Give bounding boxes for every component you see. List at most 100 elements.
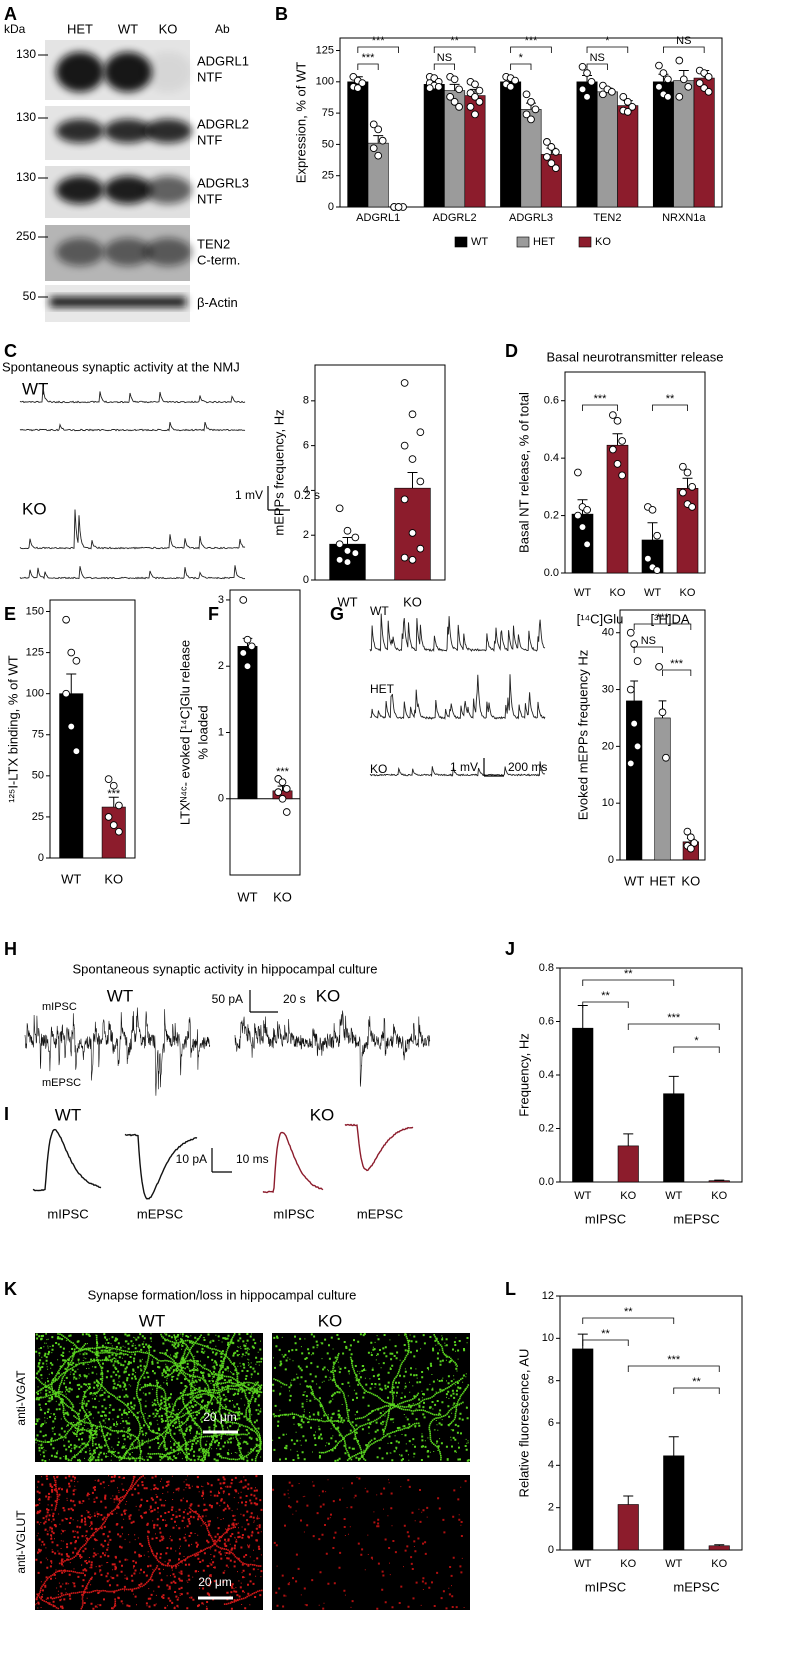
bar: [708, 1180, 730, 1183]
y-tick-label: 0.4: [539, 1069, 554, 1081]
significance-label: NS: [590, 52, 605, 64]
significance-bracket: [582, 404, 618, 411]
data-point: [574, 468, 582, 477]
panel-label: K: [4, 1279, 17, 1299]
bar: [617, 1145, 639, 1183]
trace-label: HET: [370, 682, 395, 696]
y-tick-label: 30: [602, 683, 614, 695]
y-tick-label: 10: [602, 797, 614, 809]
data-point: [239, 596, 248, 604]
data-point: [67, 722, 76, 731]
data-point: [471, 110, 479, 119]
data-point: [343, 558, 352, 566]
bar: [617, 105, 639, 208]
data-point: [609, 411, 617, 419]
significance-label: *: [694, 1035, 699, 1047]
scale-label: 1 mV: [235, 488, 263, 502]
data-point: [609, 445, 617, 454]
data-point: [653, 531, 661, 540]
lane-label: HET: [67, 21, 93, 36]
event-label: mIPSC: [273, 1206, 314, 1221]
data-point: [374, 151, 383, 160]
significance-bracket: [357, 46, 399, 53]
data-point: [408, 455, 417, 463]
group-label: mEPSC: [673, 1579, 719, 1594]
error-bar: [668, 1436, 679, 1456]
data-point: [527, 115, 535, 124]
data-point: [653, 566, 661, 574]
data-point: [466, 103, 475, 111]
error-bar: [342, 536, 353, 545]
data-point: [626, 759, 635, 768]
data-point: [583, 540, 591, 549]
data-point: [67, 648, 76, 657]
data-point: [400, 495, 409, 504]
y-tick-label: 0.0: [544, 567, 559, 579]
data-point: [704, 72, 713, 81]
panel-label: G: [330, 604, 344, 624]
x-tick-label: WT: [665, 1190, 682, 1202]
data-point: [630, 640, 639, 648]
blot-ab: Ab: [215, 22, 230, 36]
significance-bracket: [357, 63, 379, 70]
data-point: [72, 656, 81, 665]
y-tick-label: 25: [32, 811, 44, 823]
y-axis-label: Expression, % of WT: [293, 62, 308, 183]
panel-label: H: [4, 939, 17, 959]
data-point: [455, 85, 463, 94]
y-axis-label: Evoked mEPPs frequency Hz: [575, 650, 590, 821]
y-tick-label: 4: [548, 1459, 554, 1471]
blot-band: [104, 238, 152, 266]
data-point: [684, 82, 693, 91]
significance-bracket: [627, 1365, 720, 1372]
x-tick-label: WT: [644, 587, 661, 599]
y-axis-label: LTXᴺ⁴ᶜ- evoked [¹⁴C]Glu release: [177, 640, 192, 825]
x-tick-label: WT: [665, 1558, 682, 1570]
antibody-label: ADGRL2: [197, 116, 249, 131]
significance-label: ***: [362, 52, 376, 64]
data-point: [695, 79, 704, 87]
bar: [500, 81, 522, 208]
data-point: [552, 148, 560, 156]
data-point: [450, 75, 459, 84]
panel-label: I: [4, 1104, 9, 1124]
scale-label: 20 s: [283, 992, 306, 1006]
data-point: [434, 82, 443, 91]
y-tick-label: 2: [303, 529, 309, 541]
x-tick-label: KO: [681, 873, 700, 888]
bar: [693, 77, 715, 208]
trace-label: KO: [22, 499, 47, 518]
y-tick-label: 150: [26, 605, 44, 617]
bar: [708, 1545, 730, 1551]
y-tick-label: 0.0: [539, 1176, 554, 1188]
x-tick-label: ADGRL1: [356, 212, 400, 224]
blot-band: [144, 176, 192, 204]
legend-swatch: [516, 236, 530, 248]
y-axis-label: Relative fluorescence, AU: [516, 1349, 531, 1498]
bar: [654, 717, 671, 861]
y-tick-label: 50: [32, 770, 44, 782]
data-point: [109, 821, 118, 829]
significance-bracket: [673, 1046, 720, 1053]
micrograph: [272, 1475, 470, 1610]
data-point: [613, 460, 622, 468]
data-point: [511, 76, 519, 85]
y-tick-label: 75: [32, 729, 44, 741]
data-point: [408, 529, 417, 537]
significance-label: ***: [525, 35, 539, 47]
data-point: [655, 61, 663, 70]
blot-band: [56, 52, 104, 92]
data-point: [243, 662, 252, 671]
row-label: anti-VGLUT: [14, 1510, 28, 1574]
scale-label: 0.2 s: [294, 488, 320, 502]
significance-label: NS: [437, 52, 452, 64]
data-point: [400, 553, 409, 562]
y-tick-label: 2: [218, 660, 224, 672]
blot-band: [144, 119, 192, 143]
significance-bracket: [510, 63, 532, 70]
data-point: [608, 87, 616, 96]
blot-marker: 50: [23, 289, 37, 303]
significance-bracket: [633, 623, 692, 630]
significance-label: *: [605, 35, 610, 47]
